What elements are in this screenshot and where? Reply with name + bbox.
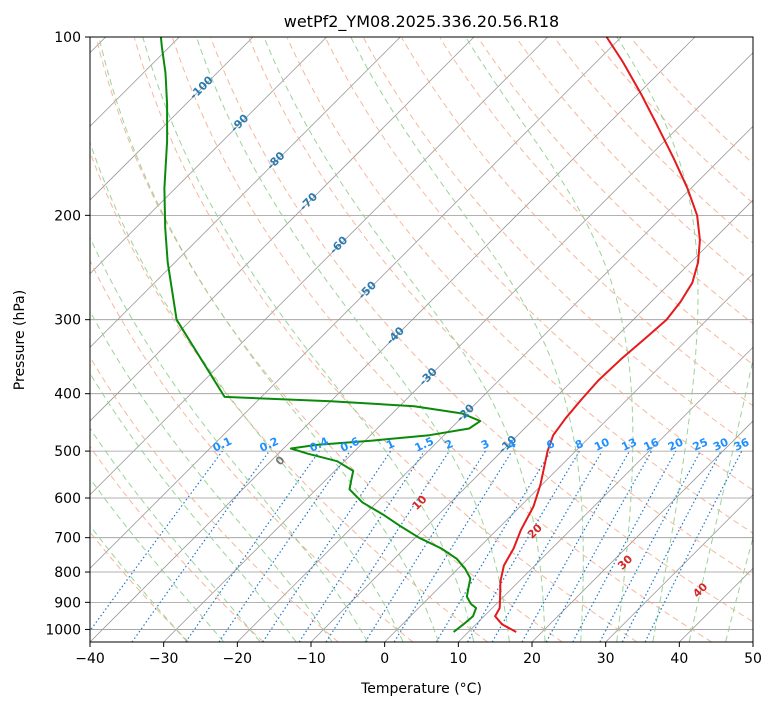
moist-adiabat-line [196,37,510,642]
temperature-profile-line [494,37,701,633]
moist-adiabat-line [90,141,404,642]
dry-adiabat-line [325,37,753,491]
mixing-ratio-label: 20 [666,435,686,453]
y-tick-label: 200 [54,208,81,224]
mixing-ratio-line [644,450,743,642]
dry-adiabat-line [592,37,753,204]
y-axis-label: Pressure (hPa) [12,290,28,390]
mixing-ratio-label: 16 [642,435,662,453]
dry-adiabat-line [401,37,753,407]
mixing-ratio-label: 10 [592,435,612,453]
moist-adiabat-line [616,37,699,642]
mixing-ratio-line [325,450,450,642]
moist-adiabat-line [688,357,753,642]
moist-adiabat-line [142,37,475,642]
y-tick-label: 600 [54,491,81,507]
dry-adiabat-line [630,37,753,165]
isotherm-line [90,37,696,642]
x-tick-label: 30 [597,651,615,667]
y-tick-label: 500 [54,444,81,460]
mixing-ratio-line [131,450,270,642]
mixing-ratio-line [218,450,351,642]
dry-adiabat-line [516,37,753,284]
isotherm-line [90,37,475,422]
moist-adiabat-line [90,524,188,642]
dewpoint-profile-line [159,37,482,633]
x-axis-label: Temperature (°C) [360,681,482,697]
mixing-ratio-label: 30 [711,435,731,453]
y-tick-label: 900 [54,595,81,611]
mixing-ratio-line [572,450,677,642]
series-layer [159,37,701,633]
isotherm-line [458,346,753,642]
isotherm-line [90,37,327,275]
mixing-ratio-label: 25 [691,436,710,454]
x-tick-label: 50 [744,651,762,667]
isotherm-line [90,37,254,201]
mixing-ratio-line [90,450,223,632]
dry-adiabat-line [95,37,563,642]
isotherm-line [531,420,753,642]
moist-adiabat-line [90,477,224,642]
y-tick-label: 700 [54,531,81,547]
isotherm-line [163,52,753,642]
plot-frame [89,36,754,643]
dry-adiabat-line [134,37,638,642]
moist-adiabat-line [98,37,439,642]
y-tick-label: 1000 [45,622,81,638]
moist-adiabat-line [350,37,584,642]
y-tick-label: 300 [54,313,81,329]
y-tick-label: 100 [54,30,81,46]
x-tick-label: −30 [149,651,179,667]
moist-adiabat-line [90,310,333,642]
moist-adiabat-line [263,37,546,642]
moist-adiabat-line [90,427,261,642]
dry-adiabat-line [477,37,753,325]
isotherm-line [384,273,753,642]
chart-title: wetPf2_YM08.2025.336.20.56.R18 [284,12,559,32]
isotherm-line [90,37,401,348]
x-tick-label: −40 [75,651,105,667]
isotherm-line [605,494,753,642]
isotherm-line [90,37,622,569]
isotherm-line [90,37,548,496]
dry-adiabat-line [172,37,712,642]
dry-adiabat-line [363,37,753,449]
dry-adiabat-line [90,445,264,642]
x-tick-label: −10 [296,651,326,667]
axes: −40 −30 −20 −10 0 10 20 30 40 50 100 200 300 400 500 60… [45,30,762,667]
dry-adiabat-line [210,37,753,623]
mixing-ratio-line [545,450,653,642]
isotherm-line [237,125,753,642]
x-tick-label: 0 [380,651,389,667]
mixing-ratio-line [393,450,513,642]
mixing-ratio-line [185,450,320,642]
moist-adiabat-line [90,372,297,642]
moist-adiabat-line [725,536,753,642]
x-tick-label: −20 [223,651,253,667]
x-tick-label: 10 [449,651,467,667]
mixing-ratio-line [521,450,631,642]
x-tick-label: 20 [523,651,541,667]
mixing-ratio-label: 13 [620,436,639,454]
moist-adiabat-line [90,236,368,642]
y-tick-label: 800 [54,565,81,581]
x-tick-label: 40 [670,651,688,667]
mixing-ratio-line [262,450,392,642]
dry-adiabat-line [248,37,753,578]
background-lines [90,37,753,642]
y-tick-label: 400 [54,387,81,403]
dry-adiabat-line [286,37,753,534]
mixing-ratio-label: 36 [732,435,752,453]
mixing-ratio-line [298,450,425,642]
